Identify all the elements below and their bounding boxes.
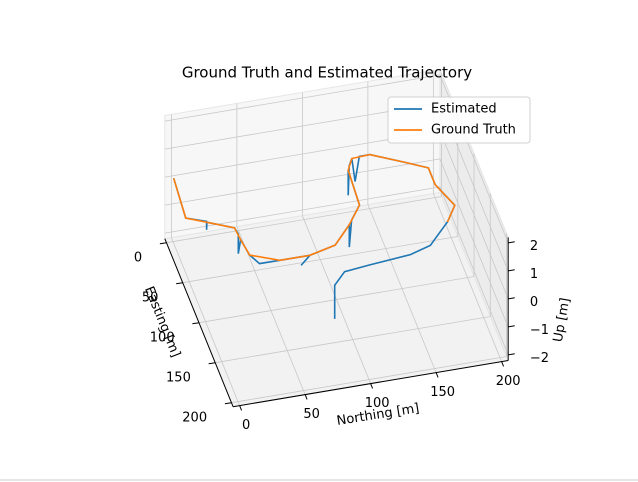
tick-mark: [224, 402, 232, 405]
grid-line: [215, 316, 491, 364]
grid-line: [439, 130, 509, 300]
chart-title: Ground Truth and Estimated Trajectory: [182, 64, 472, 82]
tick-mark: [159, 242, 167, 245]
grid-line: [164, 186, 440, 234]
trajectory-line: [172, 153, 456, 262]
x-tick-label: 0: [242, 418, 250, 433]
tick-mark: [239, 405, 243, 411]
axes-panes: [159, 68, 515, 411]
tick-mark: [370, 383, 374, 389]
grid-line: [231, 356, 507, 404]
grid-line: [164, 74, 440, 122]
x-tick-label: 150: [430, 385, 455, 400]
tick-mark: [508, 269, 515, 272]
legend-box: [387, 96, 531, 144]
y-tick-label: 50: [142, 290, 159, 305]
tick-mark: [501, 361, 505, 367]
tick-mark: [208, 362, 216, 365]
grid-line: [164, 158, 440, 206]
z-tick-label: 2: [530, 239, 538, 254]
z-tick-label: 1: [530, 267, 538, 282]
y-tick-label: 200: [182, 410, 207, 425]
z-tick-label: −1: [530, 323, 549, 338]
grid-line: [439, 158, 509, 328]
tick-mark: [435, 372, 439, 378]
y-axis-line: [164, 238, 234, 407]
z-tick-label: 0: [530, 295, 538, 310]
z-axis-label: Up [m]: [551, 297, 574, 344]
tick-mark: [508, 297, 515, 300]
legend-label: Ground Truth: [431, 123, 516, 138]
tick-mark: [192, 322, 200, 325]
tick-mark: [508, 241, 515, 244]
z-tick-label: −2: [530, 351, 549, 366]
tick-mark: [176, 282, 183, 285]
grid-line: [182, 236, 458, 284]
x-tick-label: 50: [303, 407, 320, 422]
grid-line: [198, 276, 475, 324]
y-tick-label: 100: [150, 330, 175, 345]
x-tick-label: 200: [496, 374, 521, 389]
tick-mark: [508, 353, 515, 356]
grid-line: [166, 196, 442, 244]
tick-mark: [508, 325, 515, 328]
legend-label: Estimated: [431, 102, 497, 117]
y-tick-label: 150: [166, 370, 191, 385]
tick-mark: [304, 394, 308, 400]
y-tick-label: 0: [134, 250, 142, 265]
x-axis-line: [232, 360, 509, 408]
x-tick-label: 100: [365, 396, 390, 411]
